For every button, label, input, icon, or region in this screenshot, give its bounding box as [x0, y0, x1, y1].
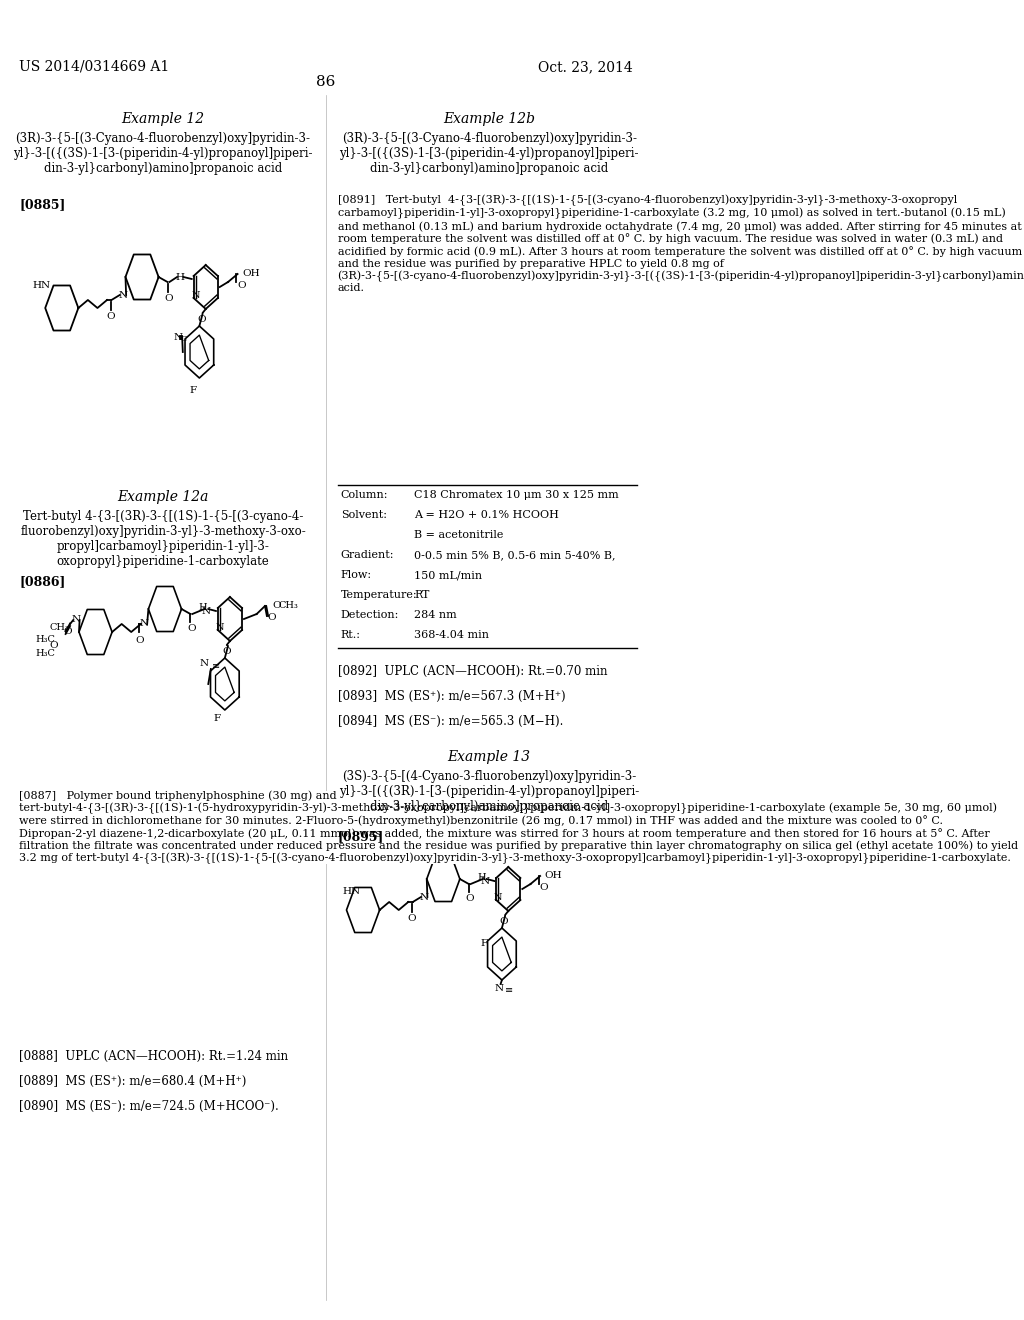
Text: O: O: [63, 627, 73, 636]
Text: OH: OH: [545, 871, 562, 880]
Text: N: N: [139, 619, 148, 628]
Text: [0890]  MS (ES⁻): m/e=724.5 (M+HCOO⁻).: [0890] MS (ES⁻): m/e=724.5 (M+HCOO⁻).: [19, 1100, 279, 1113]
Text: Rt.:: Rt.:: [341, 630, 360, 640]
Text: Example 12: Example 12: [122, 112, 205, 125]
Text: Gradient:: Gradient:: [341, 550, 394, 560]
Text: N: N: [202, 607, 211, 616]
Text: N: N: [191, 292, 200, 301]
Text: H₃C: H₃C: [35, 649, 55, 659]
Text: N: N: [495, 983, 503, 993]
Text: CH₃: CH₃: [50, 623, 70, 632]
Text: H: H: [176, 272, 184, 281]
Text: O: O: [50, 642, 58, 651]
Text: H₃C: H₃C: [35, 635, 55, 644]
Text: HN: HN: [33, 281, 50, 290]
Text: O: O: [222, 647, 231, 656]
Text: O: O: [105, 312, 115, 321]
Text: N: N: [494, 894, 503, 903]
Text: 150 mL/min: 150 mL/min: [414, 570, 482, 579]
Text: (3R)-3-{5-[(3-Cyano-4-fluorobenzyl)oxy]pyridin-3-
yl}-3-[({(3S)-1-[3-(piperidin-: (3R)-3-{5-[(3-Cyano-4-fluorobenzyl)oxy]p…: [339, 132, 639, 176]
Text: C18 Chromatex 10 μm 30 x 125 mm: C18 Chromatex 10 μm 30 x 125 mm: [414, 490, 618, 500]
Text: Example 12a: Example 12a: [118, 490, 209, 504]
Text: N: N: [173, 333, 182, 342]
Text: [0887]   Polymer bound triphenylphosphine (30 mg) and tert-butyl-4-{3-[(3R)-3-{[: [0887] Polymer bound triphenylphosphine …: [19, 789, 1018, 865]
Text: HN: HN: [343, 887, 360, 896]
Text: ≡: ≡: [505, 986, 513, 994]
Text: O: O: [187, 624, 196, 634]
Text: Temperature:: Temperature:: [341, 590, 418, 601]
Text: [0893]  MS (ES⁺): m/e=567.3 (M+H⁺): [0893] MS (ES⁺): m/e=567.3 (M+H⁺): [338, 690, 565, 704]
Text: OH: OH: [242, 269, 260, 279]
Text: O: O: [466, 894, 474, 903]
Text: H: H: [477, 873, 485, 882]
Text: O: O: [197, 314, 206, 323]
Text: N: N: [119, 290, 128, 300]
Text: A = H2O + 0.1% HCOOH: A = H2O + 0.1% HCOOH: [414, 510, 559, 520]
Text: 0-0.5 min 5% B, 0.5-6 min 5-40% B,: 0-0.5 min 5% B, 0.5-6 min 5-40% B,: [414, 550, 615, 560]
Text: O: O: [237, 281, 246, 290]
Text: O: O: [267, 614, 275, 623]
Text: F: F: [214, 714, 221, 723]
Text: F: F: [480, 940, 487, 949]
Text: C: C: [181, 335, 187, 343]
Text: N: N: [480, 878, 489, 887]
Text: B = acetonitrile: B = acetonitrile: [414, 531, 504, 540]
Text: RT: RT: [414, 590, 429, 601]
Text: O: O: [272, 602, 281, 610]
Text: N: N: [420, 892, 429, 902]
Text: ≡: ≡: [212, 663, 220, 672]
Text: [0888]  UPLC (ACN—HCOOH): Rt.=1.24 min: [0888] UPLC (ACN—HCOOH): Rt.=1.24 min: [19, 1049, 288, 1063]
Text: Detection:: Detection:: [341, 610, 399, 620]
Text: 368-4.04 min: 368-4.04 min: [414, 630, 489, 640]
Text: (3S)-3-{5-[(4-Cyano-3-fluorobenzyl)oxy]pyridin-3-
yl}-3-[({(3R)-1-[3-(piperidin-: (3S)-3-{5-[(4-Cyano-3-fluorobenzyl)oxy]p…: [339, 770, 639, 813]
Text: Flow:: Flow:: [341, 570, 372, 579]
Text: (3R)-3-{5-[(3-Cyano-4-fluorobenzyl)oxy]pyridin-3-
yl}-3-[({(3S)-1-[3-(piperidin-: (3R)-3-{5-[(3-Cyano-4-fluorobenzyl)oxy]p…: [13, 132, 312, 176]
Text: Example 12b: Example 12b: [443, 112, 536, 125]
Text: O: O: [540, 883, 548, 892]
Text: O: O: [500, 916, 508, 925]
Text: CH₃: CH₃: [279, 602, 298, 610]
Text: F: F: [189, 385, 197, 395]
Text: O: O: [165, 294, 173, 304]
Text: Oct. 23, 2014: Oct. 23, 2014: [539, 59, 633, 74]
Text: 284 nm: 284 nm: [414, 610, 457, 620]
Text: [0895]: [0895]: [338, 830, 384, 843]
Text: [0889]  MS (ES⁺): m/e=680.4 (M+H⁺): [0889] MS (ES⁺): m/e=680.4 (M+H⁺): [19, 1074, 247, 1088]
Text: N: N: [215, 623, 224, 632]
Text: [0891]   Tert-butyl  4-{3-[(3R)-3-{[(1S)-1-{5-[(3-cyano-4-fluorobenzyl)oxy]pyrid: [0891] Tert-butyl 4-{3-[(3R)-3-{[(1S)-1-…: [338, 195, 1024, 293]
Text: N: N: [200, 660, 209, 668]
Text: H: H: [199, 602, 208, 611]
Text: [0894]  MS (ES⁻): m/e=565.3 (M−H).: [0894] MS (ES⁻): m/e=565.3 (M−H).: [338, 715, 563, 729]
Text: [0892]  UPLC (ACN—HCOOH): Rt.=0.70 min: [0892] UPLC (ACN—HCOOH): Rt.=0.70 min: [338, 665, 607, 678]
Text: N: N: [72, 615, 81, 624]
Text: O: O: [408, 913, 416, 923]
Text: Solvent:: Solvent:: [341, 510, 387, 520]
Text: US 2014/0314669 A1: US 2014/0314669 A1: [19, 59, 169, 74]
Text: Tert-butyl 4-{3-[(3R)-3-{[(1S)-1-{5-[(3-cyano-4-
fluorobenzyl)oxy]pyridin-3-yl}-: Tert-butyl 4-{3-[(3R)-3-{[(1S)-1-{5-[(3-…: [20, 510, 306, 568]
Text: Example 13: Example 13: [447, 750, 530, 764]
Text: 86: 86: [316, 75, 336, 88]
Text: [0886]: [0886]: [19, 576, 66, 587]
Text: O: O: [136, 636, 144, 645]
Text: Column:: Column:: [341, 490, 388, 500]
Text: [0885]: [0885]: [19, 198, 66, 211]
